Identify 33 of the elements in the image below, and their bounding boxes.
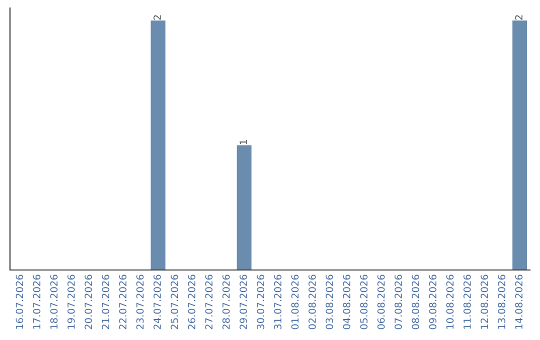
x-tick-label: 02.08.2026 xyxy=(308,274,316,330)
data-label: 2 xyxy=(515,15,522,20)
x-tick-label: 12.08.2026 xyxy=(480,274,488,329)
x-tick-label: 03.08.2026 xyxy=(326,274,334,330)
x-tick-label: 06.08.2026 xyxy=(377,274,385,330)
x-tick-label: 16.07.2026 xyxy=(16,274,24,329)
data-label: 2 xyxy=(154,15,161,20)
x-tick-label: 22.07.2026 xyxy=(119,274,126,330)
x-tick-label: 20.07.2026 xyxy=(84,274,92,330)
x-tick-label: 13.08.2026 xyxy=(498,274,506,329)
x-tick-label: 07.08.2026 xyxy=(394,274,402,330)
x-tick-label: 23.07.2026 xyxy=(136,274,144,330)
x-tick-label: 26.07.2026 xyxy=(188,274,196,330)
x-tick-label: 11.08.2026 xyxy=(463,274,471,329)
x-tick-label: 01.08.2026 xyxy=(291,274,299,330)
x-tick-label: 28.07.2026 xyxy=(222,274,230,330)
x-tick-label: 25.07.2026 xyxy=(170,274,178,330)
x-tick-label: 14.08.2026 xyxy=(515,274,522,329)
x-tick-label: 29.07.2026 xyxy=(240,274,247,330)
x-tick-label: 09.08.2026 xyxy=(429,274,436,330)
data-label: 1 xyxy=(240,140,247,144)
x-tick-label: 27.07.2026 xyxy=(205,274,213,330)
x-tick-label: 17.07.2026 xyxy=(33,274,40,329)
x-tick-label: 24.07.2026 xyxy=(154,274,161,330)
x-tick-label: 08.08.2026 xyxy=(412,274,420,330)
x-tick-label: 18.07.2026 xyxy=(50,274,58,329)
x-tick-label: 10.08.2026 xyxy=(446,274,454,329)
x-tick-label: 04.08.2026 xyxy=(342,274,350,330)
x-tick-label: 19.07.2026 xyxy=(67,274,75,329)
x-tick-label: 31.07.2026 xyxy=(274,274,282,330)
x-tick-label: 21.07.2026 xyxy=(102,274,110,330)
x-tick-label: 05.08.2026 xyxy=(360,274,368,330)
x-tick-label: 30.07.2026 xyxy=(256,274,264,330)
